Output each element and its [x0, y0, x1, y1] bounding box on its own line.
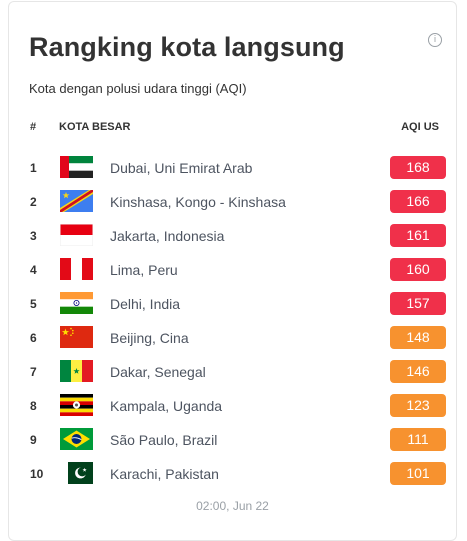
aqi-badge: 101 — [390, 462, 446, 485]
rank-number: 3 — [30, 229, 37, 243]
city-name[interactable]: Beijing, Cina — [110, 330, 189, 346]
subtitle: Kota dengan polusi udara tinggi (AQI) — [29, 81, 247, 96]
updated-timestamp: 02:00, Jun 22 — [196, 499, 269, 513]
city-name[interactable]: Kampala, Uganda — [110, 398, 223, 414]
rank-number: 8 — [30, 399, 37, 413]
aqi-badge: 111 — [390, 428, 446, 451]
dr-congo-flag-icon — [60, 190, 93, 212]
table-row[interactable]: 10 Karachi, Pakistan 101 — [9, 457, 456, 491]
rank-number: 10 — [30, 467, 44, 481]
india-flag-icon — [60, 292, 93, 314]
table-row[interactable]: 4 Lima, Peru 160 — [9, 253, 456, 287]
city-name[interactable]: Karachi, Pakistan — [110, 466, 219, 482]
rank-number: 4 — [30, 263, 37, 277]
city-ranking-card: Rangking kota langsung i Kota dengan pol… — [8, 1, 457, 541]
table-row[interactable]: 5 Delhi, India 157 — [9, 287, 456, 321]
uae-flag-icon — [60, 156, 93, 178]
city-name[interactable]: Delhi, India — [110, 296, 181, 312]
city-name[interactable]: São Paulo, Brazil — [110, 432, 218, 448]
rank-number: 7 — [30, 365, 37, 379]
column-header-rank: # — [30, 121, 37, 133]
column-header-city: KOTA BESAR — [59, 121, 131, 133]
city-name[interactable]: Jakarta, Indonesia — [110, 228, 225, 244]
table-row[interactable]: 1 Dubai, Uni Emirat Arab 168 — [9, 151, 456, 185]
table-row[interactable]: 2 Kinshasa, Kongo - Kinshasa 166 — [9, 185, 456, 219]
uganda-flag-icon — [60, 394, 93, 416]
aqi-badge: 160 — [390, 258, 446, 281]
city-name[interactable]: Lima, Peru — [110, 262, 178, 278]
aqi-badge: 123 — [390, 394, 446, 417]
rank-number: 2 — [30, 195, 37, 209]
peru-flag-icon — [60, 258, 93, 280]
page-title: Rangking kota langsung — [29, 32, 345, 62]
aqi-badge: 166 — [390, 190, 446, 213]
aqi-badge: 157 — [390, 292, 446, 315]
china-flag-icon — [60, 326, 93, 348]
indonesia-flag-icon — [60, 224, 93, 246]
rank-number: 5 — [30, 297, 37, 311]
senegal-flag-icon — [60, 360, 93, 382]
info-icon[interactable]: i — [428, 33, 442, 47]
table-row[interactable]: 9 São Paulo, Brazil 111 — [9, 423, 456, 457]
city-name[interactable]: Dakar, Senegal — [110, 364, 206, 380]
brazil-flag-icon — [60, 428, 93, 450]
rank-number: 9 — [30, 433, 37, 447]
table-header: # KOTA BESAR AQI US — [9, 121, 456, 137]
ranking-list: 1 Dubai, Uni Emirat Arab 168 2 Kinshasa,… — [9, 151, 456, 491]
rank-number: 6 — [30, 331, 37, 345]
aqi-badge: 168 — [390, 156, 446, 179]
aqi-badge: 146 — [390, 360, 446, 383]
rank-number: 1 — [30, 161, 37, 175]
table-row[interactable]: 7 Dakar, Senegal 146 — [9, 355, 456, 389]
aqi-badge: 148 — [390, 326, 446, 349]
table-row[interactable]: 3 Jakarta, Indonesia 161 — [9, 219, 456, 253]
table-row[interactable]: 8 Kampala, Uganda 123 — [9, 389, 456, 423]
column-header-aqi: AQI US — [401, 121, 439, 133]
city-name[interactable]: Dubai, Uni Emirat Arab — [110, 160, 253, 176]
aqi-badge: 161 — [390, 224, 446, 247]
city-name[interactable]: Kinshasa, Kongo - Kinshasa — [110, 194, 286, 210]
table-row[interactable]: 6 Beijing, Cina 148 — [9, 321, 456, 355]
pakistan-flag-icon — [60, 462, 93, 484]
